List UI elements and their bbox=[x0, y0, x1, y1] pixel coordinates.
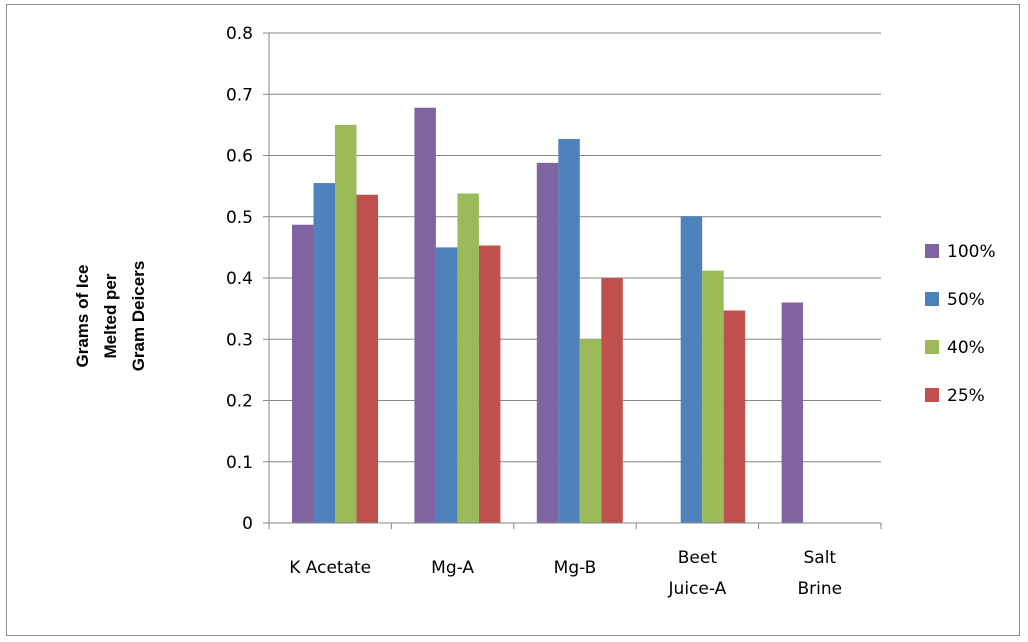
category-labels: K Acetate Mg-A Mg-B Beet Juice-A Salt Brine bbox=[289, 548, 842, 599]
bar bbox=[579, 339, 602, 523]
bar bbox=[536, 162, 559, 523]
bar bbox=[457, 193, 479, 523]
x-category-label: K Acetate bbox=[289, 558, 371, 578]
bar bbox=[558, 138, 580, 523]
y-tick-label: 0.1 bbox=[226, 453, 253, 473]
bar bbox=[781, 302, 804, 523]
legend-label: 25% bbox=[947, 386, 985, 406]
x-category-label: Salt bbox=[803, 548, 836, 568]
legend-swatch bbox=[925, 292, 939, 306]
y-tick-label: 0.5 bbox=[226, 208, 253, 228]
x-category-label: Mg-A bbox=[431, 558, 474, 578]
bar bbox=[723, 310, 746, 523]
bar bbox=[702, 270, 724, 523]
x-category-label: Brine bbox=[797, 579, 842, 599]
legend-swatch bbox=[925, 388, 939, 402]
bar bbox=[292, 224, 314, 523]
x-category-label: Juice-A bbox=[668, 579, 727, 599]
legend-label: 50% bbox=[947, 290, 985, 310]
bar bbox=[335, 124, 357, 523]
axes bbox=[263, 32, 882, 529]
legend: 100% 50% 40% 25% bbox=[925, 242, 996, 406]
bar bbox=[313, 183, 335, 523]
chart-frame: 0 0.1 0.2 0.3 0.4 0.5 0.6 0.7 0.8 K Acetate Mg-A M… bbox=[6, 4, 1020, 636]
y-axis-label-line: Gram Deicers bbox=[129, 261, 148, 372]
bar bbox=[414, 107, 436, 523]
x-category-label: Beet bbox=[678, 548, 718, 568]
bars bbox=[292, 107, 804, 523]
legend-label: 100% bbox=[947, 242, 996, 262]
bar bbox=[478, 245, 501, 523]
bar bbox=[435, 247, 458, 523]
bar bbox=[680, 216, 703, 523]
legend-swatch bbox=[925, 340, 939, 354]
y-axis-label: Grams of Ice Melted per Gram Deicers bbox=[73, 261, 148, 372]
y-tick-label: 0.7 bbox=[226, 85, 253, 105]
legend-label: 40% bbox=[947, 338, 985, 358]
bar-chart: 0 0.1 0.2 0.3 0.4 0.5 0.6 0.7 0.8 K Acetate Mg-A M… bbox=[73, 24, 996, 599]
x-category-label: Mg-B bbox=[554, 558, 597, 578]
legend-swatch bbox=[925, 244, 939, 258]
y-tick-label: 0.4 bbox=[226, 269, 253, 289]
y-tick-label: 0.6 bbox=[226, 147, 253, 167]
y-axis-label-line: Melted per bbox=[101, 273, 120, 358]
bar bbox=[601, 278, 623, 523]
y-tick-label: 0.8 bbox=[226, 24, 253, 44]
y-tick-labels: 0 0.1 0.2 0.3 0.4 0.5 0.6 0.7 0.8 bbox=[226, 24, 253, 534]
y-tick-label: 0.2 bbox=[226, 392, 253, 412]
bar bbox=[356, 194, 378, 523]
y-axis-label-line: Grams of Ice bbox=[73, 265, 92, 368]
y-tick-label: 0 bbox=[242, 514, 253, 534]
y-tick-label: 0.3 bbox=[226, 330, 253, 350]
